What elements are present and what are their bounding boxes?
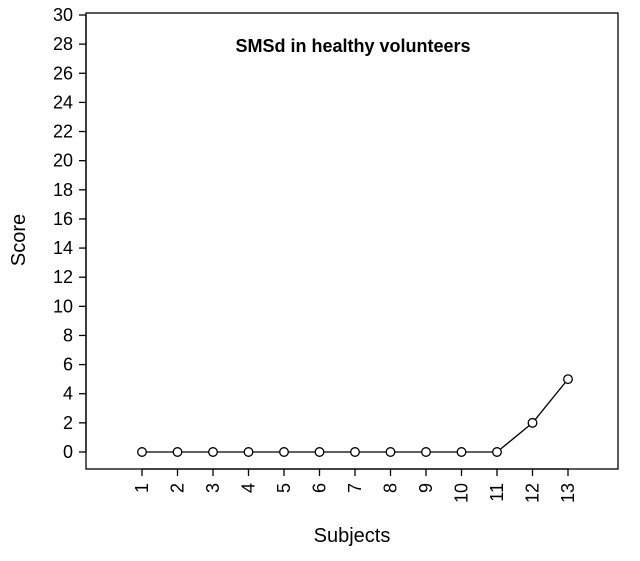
data-point xyxy=(385,447,396,457)
data-point xyxy=(492,447,502,457)
x-tick-label: 6 xyxy=(310,483,330,493)
y-tick-label: 16 xyxy=(53,209,73,229)
x-tick-label: 1 xyxy=(132,483,152,493)
x-tick-label: 11 xyxy=(487,483,507,502)
x-tick-label: 9 xyxy=(416,483,436,493)
x-tick-label: 13 xyxy=(558,483,578,503)
chart-title: SMSd in healthy volunteers xyxy=(235,36,470,56)
data-point xyxy=(563,374,573,385)
data-point xyxy=(314,447,325,457)
y-tick-label: 18 xyxy=(53,180,73,200)
data-point xyxy=(456,447,467,457)
series-line-segment xyxy=(499,425,530,450)
y-tick-label: 22 xyxy=(53,122,73,142)
y-tick-label: 0 xyxy=(63,442,73,462)
data-point xyxy=(172,447,183,457)
series-line-segment xyxy=(534,382,566,420)
data-point xyxy=(137,447,147,457)
y-tick-label: 4 xyxy=(63,384,73,404)
x-tick-label: 12 xyxy=(523,483,543,503)
y-tick-label: 14 xyxy=(53,238,73,258)
y-tick-label: 6 xyxy=(63,355,73,375)
data-point xyxy=(279,447,289,457)
x-tick-label: 2 xyxy=(168,483,188,493)
x-tick-label: 7 xyxy=(345,483,365,493)
y-tick-label: 12 xyxy=(53,267,73,287)
y-tick-label: 24 xyxy=(53,92,73,112)
plot-frame xyxy=(85,12,619,470)
y-tick-label: 30 xyxy=(53,5,73,25)
x-tick-label: 4 xyxy=(239,483,259,493)
x-tick-label: 10 xyxy=(452,483,472,503)
y-tick-label: 8 xyxy=(63,325,73,345)
data-point xyxy=(243,447,254,457)
x-tick-label: 8 xyxy=(381,483,401,493)
x-tick-label: 3 xyxy=(203,483,223,493)
y-tick-label: 26 xyxy=(53,63,73,83)
y-tick-label: 2 xyxy=(63,413,73,433)
y-tick-label: 28 xyxy=(53,34,73,54)
x-axis-title: Subjects xyxy=(314,525,391,547)
y-tick-label: 20 xyxy=(53,151,73,171)
x-tick-label: 5 xyxy=(274,483,294,493)
data-point xyxy=(421,447,431,457)
series-layer xyxy=(137,374,573,457)
y-tick-label: 10 xyxy=(53,296,73,316)
data-point xyxy=(527,417,538,428)
data-point xyxy=(208,447,218,457)
y-axis-title: Score xyxy=(8,214,30,266)
data-point xyxy=(350,447,360,457)
x-axis: 1 2 3 4 5 6 7 8 9 10 11 12 13 xyxy=(132,468,578,503)
